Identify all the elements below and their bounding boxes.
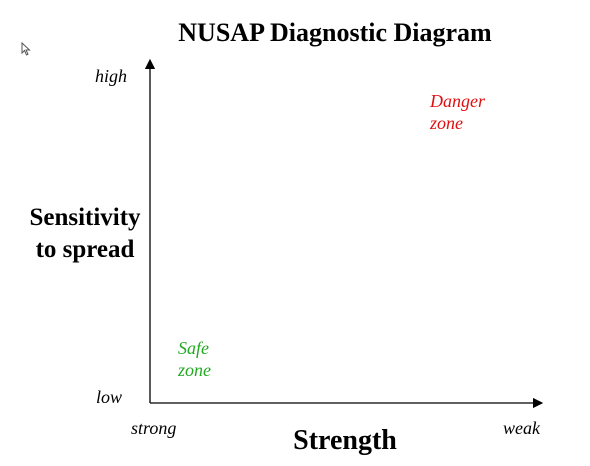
y-axis-title: Sensitivity to spread (10, 202, 160, 266)
safe-zone-line2: zone (178, 360, 211, 380)
danger-zone-line1: Danger (430, 91, 485, 111)
mouse-cursor-icon (21, 42, 31, 56)
y-axis-high-label: high (95, 66, 128, 86)
danger-zone-label: Danger zone (430, 90, 485, 134)
safe-zone-label: Safe zone (178, 337, 211, 381)
y-axis-title-line1: Sensitivity (29, 204, 141, 231)
diagram-title: NUSAP Diagnostic Diagram (178, 18, 492, 47)
y-axis-low-label: low (96, 387, 123, 407)
danger-zone-line2: zone (430, 113, 463, 133)
y-axis-title-line2: to spread (35, 236, 135, 263)
x-axis-title: Strength (293, 425, 397, 456)
safe-zone-line1: Safe (178, 338, 209, 358)
x-axis-strong-label: strong (131, 418, 177, 438)
x-axis-weak-label: weak (503, 418, 540, 438)
